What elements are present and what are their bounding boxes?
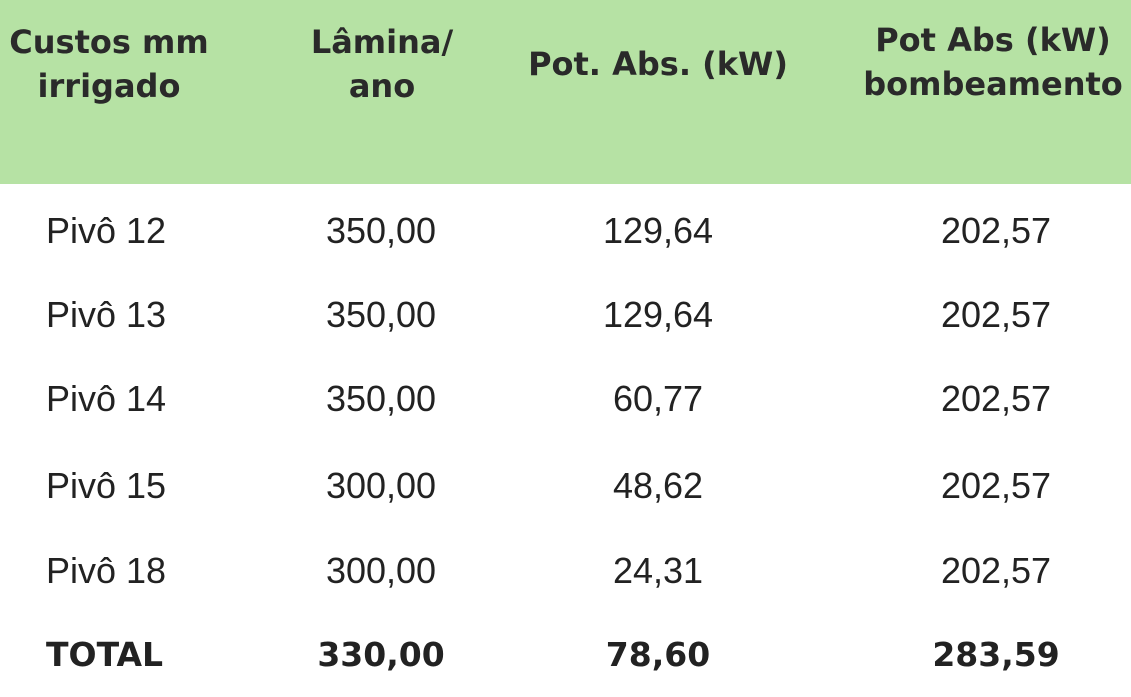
lamina-value: 300,00	[325, 550, 437, 591]
table-header: Custos mm irrigado Lâmina/ ano Pot. Abs.…	[0, 0, 1131, 184]
row-label: Pivô 12	[46, 210, 167, 251]
pot-abs-value: 24,31	[612, 550, 704, 591]
row-label: Pivô 15	[46, 465, 167, 506]
row-label: Pivô 14	[46, 378, 167, 419]
table-row: Pivô 12 350,00 129,64 202,57	[0, 189, 1131, 273]
pot-bombeamento-value: 202,57	[940, 550, 1052, 591]
lamina-value: 350,00	[325, 294, 437, 335]
table-row: Pivô 13 350,00 129,64 202,57	[0, 273, 1131, 357]
header-text: irrigado	[37, 67, 181, 105]
total-pot-abs-value: 78,60	[605, 635, 711, 674]
pot-abs-value: 48,62	[612, 465, 704, 506]
header-lamina-ano: Lâmina/ ano	[282, 20, 482, 108]
header-pot-abs: Pot. Abs. (kW)	[510, 42, 806, 86]
row-label: Pivô 13	[46, 294, 167, 335]
total-lamina-value: 330,00	[317, 635, 445, 674]
lamina-value: 300,00	[325, 465, 437, 506]
header-text: Custos mm	[9, 23, 209, 61]
pot-abs-value: 129,64	[602, 210, 714, 251]
header-text: Pot. Abs. (kW)	[528, 45, 788, 83]
pot-bombeamento-value: 202,57	[940, 378, 1052, 419]
row-label: Pivô 18	[46, 550, 167, 591]
pot-bombeamento-value: 202,57	[940, 294, 1052, 335]
pot-bombeamento-value: 202,57	[940, 210, 1052, 251]
header-pot-abs-bombeamento: Pot Abs (kW) bombeamento	[855, 18, 1131, 106]
table-row: Pivô 18 300,00 24,31 202,57	[0, 529, 1131, 613]
pot-bombeamento-value: 202,57	[940, 465, 1052, 506]
pot-abs-value: 60,77	[612, 378, 704, 419]
header-custos-mm-irrigado: Custos mm irrigado	[0, 20, 218, 108]
table-row: Pivô 14 350,00 60,77 202,57	[0, 357, 1131, 441]
header-text: bombeamento	[863, 65, 1123, 103]
lamina-value: 350,00	[325, 210, 437, 251]
pot-abs-value: 129,64	[602, 294, 714, 335]
header-text: Lâmina/	[310, 23, 454, 61]
total-label: TOTAL	[46, 635, 164, 674]
header-text: Pot Abs (kW)	[875, 21, 1111, 59]
total-row: TOTAL 330,00 78,60 283,59	[0, 613, 1131, 697]
header-text: ano	[348, 67, 416, 105]
table-row: Pivô 15 300,00 48,62 202,57	[0, 444, 1131, 528]
total-pot-bombeamento-value: 283,59	[932, 635, 1060, 674]
cost-table: Custos mm irrigado Lâmina/ ano Pot. Abs.…	[0, 0, 1131, 674]
lamina-value: 350,00	[325, 378, 437, 419]
